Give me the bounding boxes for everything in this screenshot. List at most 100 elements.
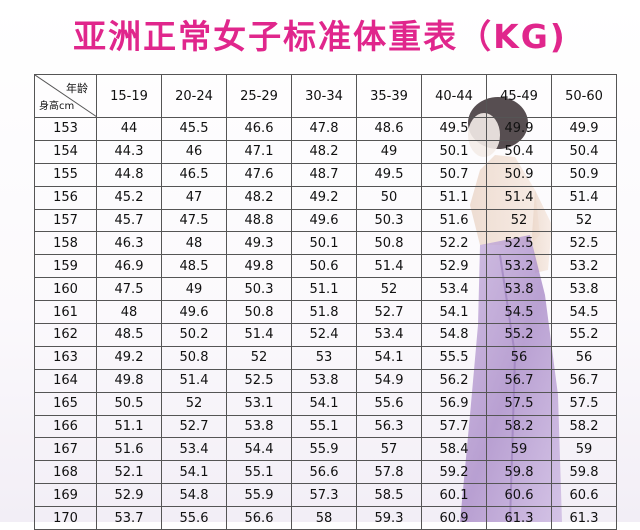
height-cell: 163 xyxy=(34,345,97,370)
weight-cell: 53.1 xyxy=(226,391,292,416)
weight-cell: 60.1 xyxy=(421,483,487,508)
weight-cell: 51.1 xyxy=(291,277,357,302)
corner-age-label: 年龄 xyxy=(66,82,88,95)
weight-cell: 50.2 xyxy=(161,323,227,347)
weight-cell: 61.3 xyxy=(551,506,617,530)
weight-cell: 51.1 xyxy=(96,414,162,439)
weight-cell: 56.6 xyxy=(226,506,292,530)
weight-table: 年龄 身高cm 15-19 20-24 25-29 30-34 35-39 40… xyxy=(34,74,617,530)
weight-cell: 47.6 xyxy=(226,162,292,187)
weight-cell: 50.5 xyxy=(96,391,162,416)
weight-cell: 56.6 xyxy=(291,460,357,485)
weight-cell: 61.3 xyxy=(486,506,552,530)
table-row: 168 52.1 54.1 55.1 56.6 57.8 59.2 59.8 59.8 xyxy=(34,460,617,485)
weight-cell: 52.2 xyxy=(421,231,487,256)
age-column-header: 45-49 xyxy=(486,74,552,118)
age-column-header: 15-19 xyxy=(96,74,162,118)
weight-cell: 55.5 xyxy=(421,345,487,370)
weight-cell: 50.3 xyxy=(226,277,292,302)
weight-cell: 44.3 xyxy=(96,139,162,164)
weight-cell: 47.5 xyxy=(161,208,227,233)
age-column-header: 40-44 xyxy=(421,74,487,118)
weight-cell: 53.2 xyxy=(486,254,552,279)
weight-cell: 48.5 xyxy=(96,323,162,347)
weight-cell: 54.8 xyxy=(161,483,227,508)
height-cell: 164 xyxy=(34,368,97,393)
weight-cell: 52.5 xyxy=(486,231,552,256)
weight-cell: 50.8 xyxy=(356,231,422,256)
weight-table-container: 年龄 身高cm 15-19 20-24 25-29 30-34 35-39 40… xyxy=(34,74,617,530)
age-column-header: 30-34 xyxy=(291,74,357,118)
weight-cell: 53.7 xyxy=(96,506,162,530)
weight-cell: 52.9 xyxy=(421,254,487,279)
weight-cell: 49.8 xyxy=(96,368,162,393)
weight-cell: 50.1 xyxy=(421,139,487,164)
age-column-header: 20-24 xyxy=(161,74,227,118)
table-row: 161 48 49.6 50.8 51.8 52.7 54.1 54.5 54.5 xyxy=(34,300,617,325)
weight-cell: 47.5 xyxy=(96,277,162,302)
table-row: 164 49.8 51.4 52.5 53.8 54.9 56.2 56.7 56.7 xyxy=(34,368,617,393)
weight-cell: 48.6 xyxy=(356,117,422,141)
weight-cell: 46.6 xyxy=(226,117,292,141)
weight-cell: 51.1 xyxy=(421,185,487,210)
weight-cell: 45.7 xyxy=(96,208,162,233)
weight-cell: 56.3 xyxy=(356,414,422,439)
corner-header-cell: 年龄 身高cm xyxy=(34,74,97,118)
weight-cell: 46 xyxy=(161,139,227,164)
height-cell: 162 xyxy=(34,323,97,347)
weight-cell: 51.4 xyxy=(551,185,617,210)
weight-cell: 54.9 xyxy=(356,368,422,393)
weight-cell: 60.9 xyxy=(421,506,487,530)
weight-cell: 49 xyxy=(161,277,227,302)
weight-cell: 49.5 xyxy=(356,162,422,187)
weight-cell: 51.8 xyxy=(291,300,357,325)
weight-cell: 54.1 xyxy=(356,345,422,370)
weight-cell: 46.3 xyxy=(96,231,162,256)
age-column-header: 25-29 xyxy=(226,74,292,118)
page-title: 亚洲正常女子标准体重表（KG) xyxy=(73,17,567,56)
weight-cell: 57.5 xyxy=(486,391,552,416)
table-row: 163 49.2 50.8 52 53 54.1 55.5 56 56 xyxy=(34,345,617,370)
weight-cell: 57.5 xyxy=(551,391,617,416)
table-row: 165 50.5 52 53.1 54.1 55.6 56.9 57.5 57.5 xyxy=(34,391,617,416)
weight-cell: 50.6 xyxy=(291,254,357,279)
height-cell: 165 xyxy=(34,391,97,416)
weight-cell: 52 xyxy=(226,345,292,370)
weight-cell: 58.2 xyxy=(551,414,617,439)
table-row: 155 44.8 46.5 47.6 48.7 49.5 50.7 50.9 50.9 xyxy=(34,162,617,187)
height-cell: 159 xyxy=(34,254,97,279)
weight-cell: 50.4 xyxy=(486,139,552,164)
weight-cell: 51.4 xyxy=(356,254,422,279)
weight-cell: 55.1 xyxy=(226,460,292,485)
weight-cell: 54.4 xyxy=(226,437,292,462)
weight-cell: 53.8 xyxy=(486,277,552,302)
weight-cell: 54.1 xyxy=(421,300,487,325)
weight-cell: 50.3 xyxy=(356,208,422,233)
weight-cell: 56.2 xyxy=(421,368,487,393)
weight-cell: 53.8 xyxy=(551,277,617,302)
weight-cell: 55.9 xyxy=(291,437,357,462)
height-cell: 170 xyxy=(34,506,97,530)
weight-cell: 44 xyxy=(96,117,162,141)
weight-cell: 54.8 xyxy=(421,323,487,347)
weight-cell: 48 xyxy=(161,231,227,256)
weight-cell: 49.2 xyxy=(96,345,162,370)
weight-cell: 45.5 xyxy=(161,117,227,141)
weight-cell: 52.5 xyxy=(226,368,292,393)
height-cell: 166 xyxy=(34,414,97,439)
weight-cell: 53.4 xyxy=(421,277,487,302)
weight-cell: 49 xyxy=(356,139,422,164)
height-cell: 153 xyxy=(34,117,97,141)
age-column-header: 50-60 xyxy=(551,74,617,118)
weight-cell: 50.1 xyxy=(291,231,357,256)
weight-cell: 52.1 xyxy=(96,460,162,485)
table-row: 159 46.9 48.5 49.8 50.6 51.4 52.9 53.2 53.2 xyxy=(34,254,617,279)
weight-cell: 53.4 xyxy=(161,437,227,462)
weight-cell: 54.1 xyxy=(291,391,357,416)
weight-cell: 52 xyxy=(356,277,422,302)
weight-cell: 52 xyxy=(551,208,617,233)
table-body: 153 44 45.5 46.6 47.8 48.6 49.5 49.9 49.9 154 44.3… xyxy=(34,117,617,530)
weight-cell: 53.8 xyxy=(291,368,357,393)
weight-cell: 51.4 xyxy=(226,323,292,347)
weight-cell: 46.9 xyxy=(96,254,162,279)
